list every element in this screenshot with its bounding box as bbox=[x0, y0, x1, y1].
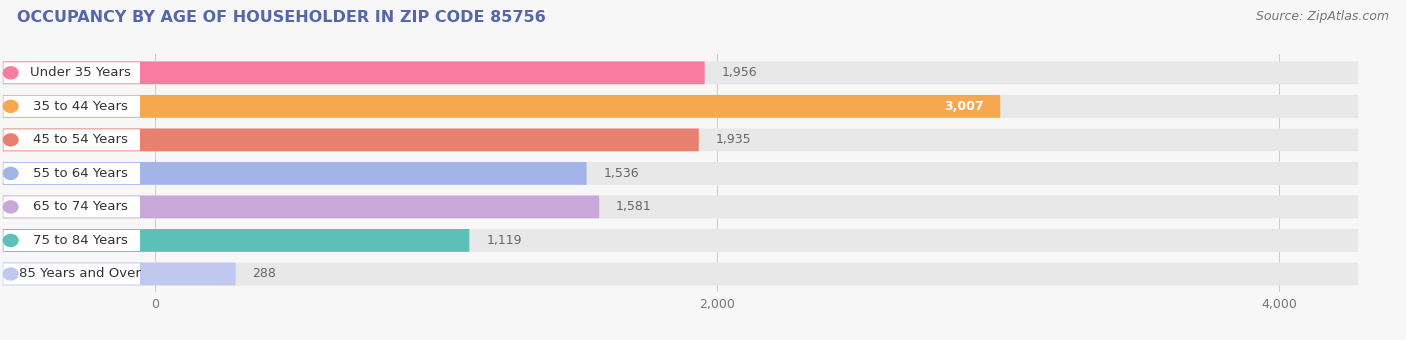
FancyBboxPatch shape bbox=[3, 96, 141, 117]
Text: 288: 288 bbox=[253, 268, 277, 280]
Ellipse shape bbox=[3, 133, 18, 147]
FancyBboxPatch shape bbox=[3, 197, 141, 218]
Text: 3,007: 3,007 bbox=[943, 100, 983, 113]
FancyBboxPatch shape bbox=[3, 262, 1358, 285]
FancyBboxPatch shape bbox=[3, 163, 141, 184]
Text: 85 Years and Over: 85 Years and Over bbox=[20, 268, 141, 280]
Ellipse shape bbox=[3, 234, 18, 247]
FancyBboxPatch shape bbox=[3, 230, 141, 251]
Text: 55 to 64 Years: 55 to 64 Years bbox=[32, 167, 128, 180]
Ellipse shape bbox=[3, 200, 18, 214]
Text: 75 to 84 Years: 75 to 84 Years bbox=[32, 234, 128, 247]
Text: 1,956: 1,956 bbox=[721, 66, 758, 79]
Ellipse shape bbox=[3, 66, 18, 80]
FancyBboxPatch shape bbox=[3, 129, 141, 150]
Text: Under 35 Years: Under 35 Years bbox=[30, 66, 131, 79]
FancyBboxPatch shape bbox=[3, 264, 141, 285]
FancyBboxPatch shape bbox=[3, 195, 1358, 218]
Text: 65 to 74 Years: 65 to 74 Years bbox=[32, 200, 128, 214]
FancyBboxPatch shape bbox=[3, 95, 1000, 118]
Text: OCCUPANCY BY AGE OF HOUSEHOLDER IN ZIP CODE 85756: OCCUPANCY BY AGE OF HOUSEHOLDER IN ZIP C… bbox=[17, 10, 546, 25]
Ellipse shape bbox=[3, 267, 18, 280]
FancyBboxPatch shape bbox=[3, 129, 1358, 151]
Text: Source: ZipAtlas.com: Source: ZipAtlas.com bbox=[1256, 10, 1389, 23]
Text: 1,581: 1,581 bbox=[616, 200, 652, 214]
FancyBboxPatch shape bbox=[3, 129, 699, 151]
Text: 1,119: 1,119 bbox=[486, 234, 522, 247]
FancyBboxPatch shape bbox=[3, 162, 586, 185]
Ellipse shape bbox=[3, 167, 18, 180]
Text: 45 to 54 Years: 45 to 54 Years bbox=[32, 133, 128, 147]
FancyBboxPatch shape bbox=[3, 229, 470, 252]
Ellipse shape bbox=[3, 100, 18, 113]
Text: 1,935: 1,935 bbox=[716, 133, 751, 147]
Text: 1,536: 1,536 bbox=[603, 167, 640, 180]
FancyBboxPatch shape bbox=[3, 62, 1358, 84]
FancyBboxPatch shape bbox=[3, 62, 704, 84]
FancyBboxPatch shape bbox=[3, 95, 1358, 118]
FancyBboxPatch shape bbox=[3, 195, 599, 218]
Text: 35 to 44 Years: 35 to 44 Years bbox=[32, 100, 128, 113]
FancyBboxPatch shape bbox=[3, 62, 141, 83]
FancyBboxPatch shape bbox=[3, 262, 236, 285]
FancyBboxPatch shape bbox=[3, 162, 1358, 185]
FancyBboxPatch shape bbox=[3, 229, 1358, 252]
